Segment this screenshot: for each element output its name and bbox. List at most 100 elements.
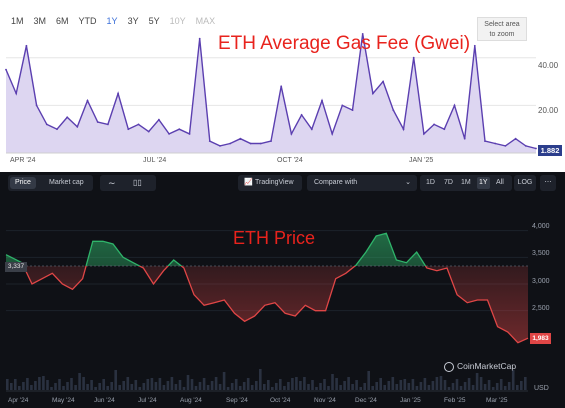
range-1d-button[interactable]: 1D [426,179,435,186]
volume-bar [483,384,487,390]
more-options-icon[interactable]: ⋯ [540,175,556,191]
volume-bar [66,382,69,390]
gas-point [239,137,242,140]
volume-bar [379,378,382,390]
range-ytd-button[interactable]: YTD [78,16,97,26]
tradingview-button[interactable]: 📈 TradingView [238,175,302,191]
volume-bar [230,383,234,390]
volume-bar [431,381,435,390]
volume-bar [403,379,407,390]
volume-bar [451,383,455,390]
volume-bar [70,378,73,390]
volume-bar [86,384,89,390]
price-x-tick: Dec '24 [355,397,377,404]
volume-bar [90,380,93,390]
volume-bar [439,376,443,390]
range-5y-button[interactable]: 5Y [148,16,160,26]
volume-bar [38,377,41,390]
gas-point [300,114,303,116]
volume-bar [367,371,370,390]
tab-market-cap[interactable]: Market cap [49,179,84,186]
volume-bar [487,380,491,390]
gas-point [158,118,160,121]
volume-bar [319,383,322,390]
range-1y-button-price[interactable]: 1Y [477,177,490,189]
volume-bar [162,385,166,390]
line-chart-icon[interactable]: ∼ [108,178,116,188]
gas-point [259,142,262,145]
volume-bar [347,377,350,390]
price-mode-toggle: Price Market cap [8,175,93,191]
range-3m-button[interactable]: 3M [33,16,47,26]
volume-bar [214,377,218,390]
volume-bar [387,381,391,390]
range-6m-button[interactable]: 6M [56,16,69,26]
compare-with-label: Compare with [314,179,358,186]
range-3y-button[interactable]: 3Y [127,16,139,26]
candlestick-icon[interactable]: ▯▯ [133,178,142,187]
price-y-tick-3500: 3,500 [532,250,550,257]
volume-bar [299,381,302,390]
select-area-zoom-button[interactable]: Select area to zoom [477,17,527,41]
log-scale-button[interactable]: LOG [514,175,536,191]
select-area-line2: to zoom [489,31,515,38]
gas-point [524,145,527,147]
volume-bar [323,379,326,390]
volume-bar [106,386,109,390]
volume-bar [198,382,202,390]
volume-bar [10,383,13,390]
volume-bar [343,381,346,390]
price-x-tick: Apr '24 [8,397,29,404]
volume-bar [122,381,125,390]
range-1m-button[interactable]: 1M [11,16,24,26]
volume-bar [82,377,85,390]
gas-point [310,128,313,131]
volume-bar [138,387,142,390]
volume-bar [94,387,97,390]
compare-with-select[interactable]: Compare with ⌄ [307,175,417,191]
price-chart-title: ETH Price [233,228,316,248]
volume-bar [234,379,238,390]
volume-bar [503,386,507,390]
range-7d-button[interactable]: 7D [444,179,453,186]
volume-bar [202,378,206,390]
price-y-tick-2500: 2,500 [532,305,550,312]
volume-bar [186,375,190,390]
gas-point [423,133,425,135]
gas-point [433,123,435,126]
gas-area-fill [6,33,536,153]
gas-point [25,44,28,47]
volume-bar [130,384,134,390]
gas-point [76,125,79,128]
volume-bar [242,382,246,390]
volume-bar [355,380,358,390]
volume-bar [463,382,467,390]
range-1m-button-price[interactable]: 1M [461,179,471,186]
volume-bar [158,378,162,390]
price-x-tick: Mar '25 [486,397,508,404]
gas-point [382,80,384,83]
volume-bar [14,379,17,390]
gas-point [137,123,140,126]
volume-bar [279,379,282,390]
range-1y-button[interactable]: 1Y [106,16,118,26]
gas-x-tick-jul24: JUL '24 [143,157,167,164]
gas-point [453,104,456,107]
volume-bar [495,383,499,390]
volume-bar [78,373,81,390]
gas-point [290,133,293,135]
volume-bar [54,383,57,390]
gas-point [331,133,334,135]
chart-style-toggle: ∼ ▯▯ [100,175,156,191]
gas-point [198,37,201,40]
gas-x-tick-oct24: OCT '24 [277,157,303,164]
chevron-down-icon: ⌄ [405,179,411,186]
price-x-tick: May '24 [52,397,75,404]
volume-bar [22,382,25,390]
volume-bar [339,385,342,390]
range-all-button[interactable]: All [496,179,504,186]
tab-price[interactable]: Price [10,177,36,189]
volume-bar [471,385,475,390]
volume-bar [327,386,330,390]
volume-bar [331,374,334,390]
